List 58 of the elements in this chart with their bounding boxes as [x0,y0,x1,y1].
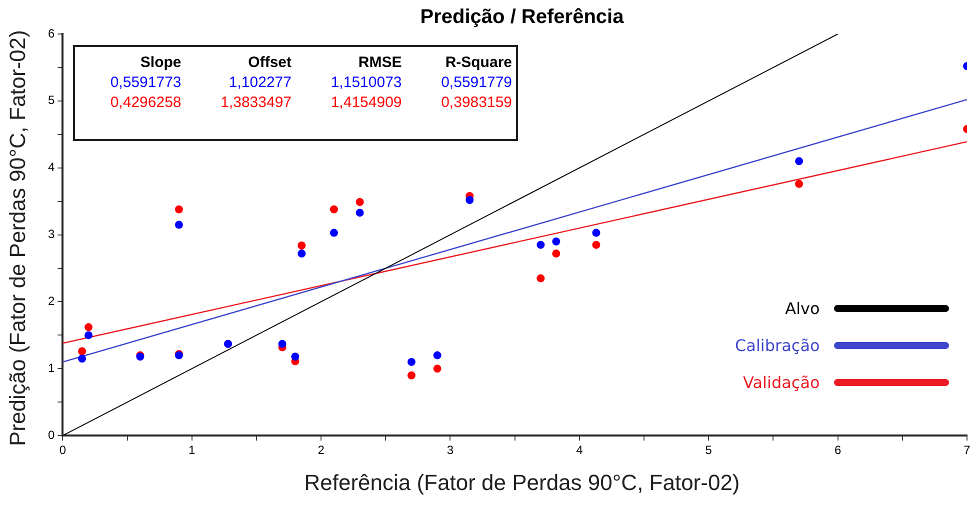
y-tick-label: 6 [48,26,55,40]
annotation: 1,1510073 [330,73,403,93]
x-tick-label: 7 [964,443,971,458]
point [84,323,93,332]
point [795,157,804,166]
x-axis-title: Referência (Fator de Perdas 90°C, Fator-02) [303,470,741,496]
x-tick-label: 4 [576,443,584,458]
annotation: 0,5591773 [109,73,182,93]
annotation: 0,5591779 [440,73,513,93]
point [356,198,364,206]
annotation: 0,3983159 [440,93,513,113]
point [433,364,442,373]
y-axis-title: Predição (Fator de Perdas 90°C, Fator-02) [5,29,31,448]
annotation: 1,102277 [228,73,292,93]
point [592,228,600,237]
point [84,331,93,340]
y-tick-label: 2 [48,294,55,308]
annotation: 1,3833497 [220,93,292,113]
point [330,205,338,214]
y-tick-label: 1 [48,360,55,375]
point [466,196,474,204]
annotation: Slope [139,53,182,73]
point [536,240,545,249]
annotation: 1,4154909 [330,93,403,113]
point [552,237,560,246]
point [407,358,416,366]
annotation: 0,4296258 [109,93,182,113]
point [592,240,600,249]
x-tick-label: 2 [318,443,325,458]
y-tick-label: 5 [48,93,55,108]
point [278,340,286,348]
point [795,180,804,188]
y-tick-label: 3 [48,227,55,242]
point [552,250,560,258]
point [298,250,306,258]
point [356,208,364,217]
legend: Alvo Calibração Validação [735,290,949,401]
point [433,351,442,360]
point [298,242,306,250]
chart-title: Predição / Referência [419,6,625,29]
point [536,274,545,282]
x-tick-label: 5 [705,443,712,458]
y-tick-label: 0 [48,428,55,442]
annotation: Offset [247,53,292,73]
point [174,220,183,229]
point [174,205,183,214]
point [78,354,86,363]
y-tick-label: 4 [48,160,55,174]
point [407,371,416,380]
x-tick-label: 1 [188,443,196,458]
x-tick-label: 0 [59,443,66,458]
point [330,228,338,237]
point [78,347,86,356]
x-tick-label: 6 [834,443,842,458]
annotation: R-Square [444,53,513,73]
annotation: RMSE [357,53,403,73]
x-tick-label: 3 [446,443,454,458]
point [291,352,300,361]
